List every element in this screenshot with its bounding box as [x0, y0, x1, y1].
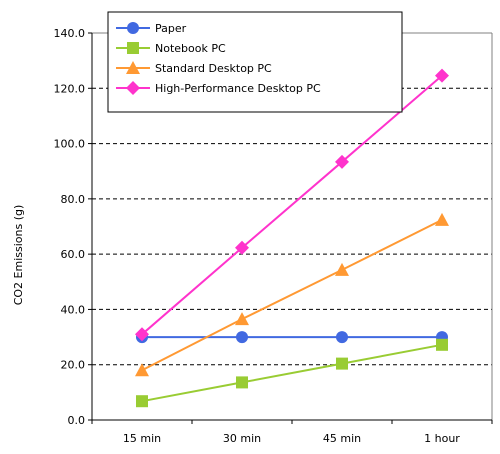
- legend-label: Paper: [155, 22, 187, 35]
- legend-marker: [127, 22, 139, 34]
- data-point: [236, 331, 248, 344]
- legend-label: High-Performance Desktop PC: [155, 82, 321, 95]
- data-point: [236, 376, 248, 389]
- data-point: [335, 154, 349, 169]
- x-tick-label: 15 min: [123, 432, 161, 445]
- x-tick-label: 30 min: [223, 432, 261, 445]
- y-tick-label: 20.0: [61, 359, 86, 372]
- legend-item: High-Performance Desktop PC: [116, 81, 321, 95]
- x-tick-label: 45 min: [323, 432, 361, 445]
- y-axis-title: CO2 Emissions (g): [12, 205, 25, 306]
- data-point: [135, 363, 149, 377]
- legend: Paper Notebook PC Standard Desktop PC High-…: [107, 11, 403, 113]
- data-point: [136, 395, 148, 408]
- series-line: [141, 343, 443, 403]
- data-point: [436, 338, 448, 351]
- legend-label: Standard Desktop PC: [155, 62, 272, 75]
- data-point: [135, 327, 149, 342]
- y-tick-label: 0.0: [68, 414, 86, 427]
- legend-item: Standard Desktop PC: [116, 61, 272, 75]
- gridlines: [92, 87, 492, 366]
- data-point: [235, 312, 249, 326]
- series-0: [136, 331, 448, 344]
- legend-marker: [127, 42, 139, 54]
- y-tick-label: 40.0: [61, 303, 86, 316]
- legend-label: Notebook PC: [155, 42, 226, 55]
- series-line: [141, 74, 443, 336]
- y-tick-label: 140.0: [54, 27, 86, 40]
- data-point: [336, 357, 348, 370]
- series-3: [135, 68, 449, 342]
- series-layer: [135, 68, 449, 408]
- y-tick-label: 80.0: [61, 193, 86, 206]
- legend-item: Paper: [116, 22, 187, 35]
- legend-marker: [126, 81, 140, 95]
- series-2: [135, 212, 449, 377]
- y-axis-ticks: 0.0 20.0 40.0 60.0 80.0 100.0 120.0 140.0: [54, 27, 92, 427]
- legend-marker: [126, 61, 140, 74]
- x-tick-label: 1 hour: [424, 432, 460, 445]
- x-axis-ticks: 15 min 30 min 45 min 1 hour: [91, 420, 493, 445]
- data-point: [335, 262, 349, 276]
- data-point: [235, 240, 249, 255]
- series-line: [141, 218, 443, 372]
- y-tick-label: 120.0: [54, 82, 86, 95]
- legend-box: [107, 11, 403, 113]
- data-point: [435, 68, 449, 83]
- legend-item: Notebook PC: [116, 42, 226, 55]
- series-1: [136, 338, 448, 408]
- data-point: [435, 212, 449, 226]
- data-point: [336, 331, 348, 344]
- y-tick-label: 60.0: [61, 248, 86, 261]
- y-tick-label: 100.0: [54, 138, 86, 151]
